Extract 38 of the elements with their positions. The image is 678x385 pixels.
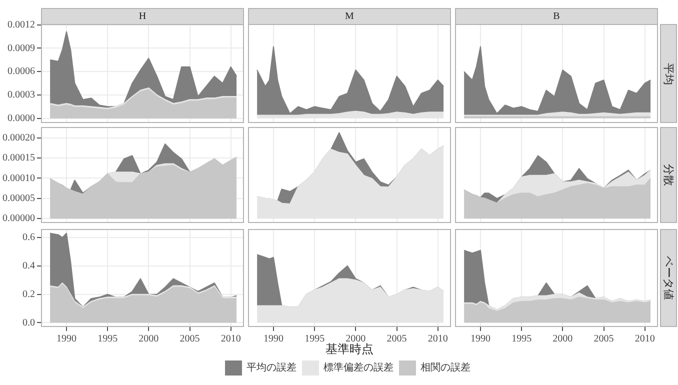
y-tick-label: 0.2: [22, 288, 35, 300]
y-tick-label: 0.0009: [8, 42, 35, 54]
chart-title: H: [41, 8, 244, 25]
y-tick-label: 0.0003: [8, 90, 35, 101]
x-tick-label: 2010: [634, 334, 655, 345]
x-tick-label: 1990: [470, 334, 490, 345]
chart-title: M: [248, 8, 451, 25]
legend-label: 相関の誤差: [420, 362, 470, 374]
chart-title: B: [455, 8, 658, 25]
y-tick-label: 0.0: [22, 317, 35, 328]
y2-axis-title: 分散: [660, 127, 677, 223]
y-tick-label: 0.00005: [2, 193, 35, 204]
x-axis-title: 基準時点: [326, 342, 374, 356]
x-tick-label: 1990: [56, 334, 76, 345]
x-tick-label: 2005: [386, 334, 407, 345]
x-tick-label: 2000: [552, 334, 573, 345]
y2-axis-title: 平均: [660, 24, 677, 123]
y-tick-label: 0.00010: [2, 172, 35, 184]
x-tick-label: 2010: [428, 334, 448, 345]
y-tick-label: 0.0012: [8, 19, 35, 30]
y-tick-label: 0.00000: [2, 213, 35, 224]
x-tick-label: 1990: [263, 334, 284, 345]
y-tick-label: 0.0000: [8, 112, 35, 124]
y-tick-label: 0.00020: [2, 132, 35, 144]
x-tick-label: 1995: [98, 334, 118, 345]
x-tick-label: 1995: [304, 334, 325, 345]
x-tick-label: 2005: [180, 334, 200, 345]
x-tick-label: 2010: [220, 334, 241, 345]
y-tick-label: 0.4: [22, 260, 35, 272]
y-tick-label: 0.00015: [2, 152, 35, 164]
legend-label: 平均の誤差: [246, 362, 296, 374]
x-tick-label: 2000: [138, 334, 159, 345]
y-tick-label: 0.6: [22, 232, 35, 244]
legend-label: 標準偏差の誤差: [324, 362, 394, 374]
x-tick-label: 2005: [594, 334, 614, 345]
y-tick-label: 0.0006: [8, 66, 35, 78]
x-tick-label: 1995: [512, 334, 532, 345]
y2-axis-title: ベータ値: [660, 229, 677, 327]
